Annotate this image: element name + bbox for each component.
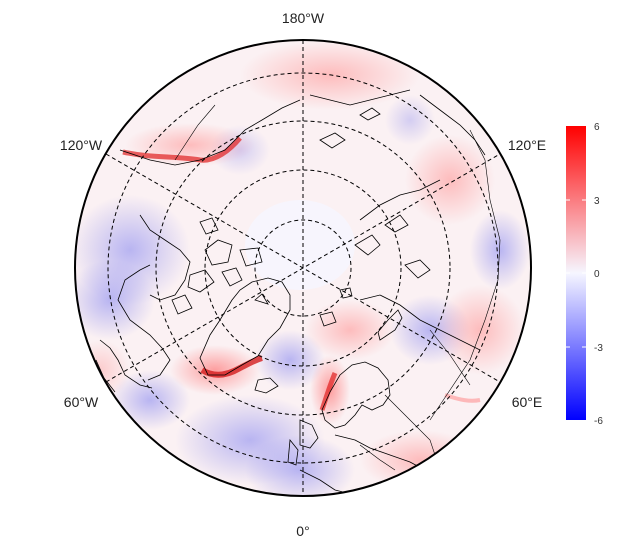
colorbar-tick-label: 0 bbox=[594, 269, 600, 280]
colorbar-gradient bbox=[566, 126, 586, 420]
label-120w: 120°W bbox=[60, 137, 103, 153]
graticule bbox=[105, 40, 501, 496]
latitude-circle-80 bbox=[254, 219, 352, 317]
label-120e: 120°E bbox=[508, 137, 546, 153]
latitude-circle-60 bbox=[155, 120, 451, 416]
latitude-circle-50 bbox=[107, 72, 499, 464]
colorbar-tick-label: 6 bbox=[594, 122, 600, 133]
colorbar-tick-label: -3 bbox=[594, 343, 603, 354]
label-0: 0° bbox=[296, 523, 309, 539]
anomaly-field bbox=[75, 40, 531, 496]
label-180w: 180°W bbox=[282, 10, 325, 26]
colorbar-tick-marks bbox=[566, 199, 586, 348]
label-60e: 60°E bbox=[512, 394, 543, 410]
colorbar-tick-label: 3 bbox=[594, 196, 600, 207]
label-60w: 60°W bbox=[64, 394, 99, 410]
colorbar-tick-label: -6 bbox=[594, 416, 603, 427]
longitude-labels: 180°W 120°W 120°E 60°W 60°E 0° bbox=[60, 10, 546, 539]
colorbar: 6 3 0 -3 -6 bbox=[566, 122, 603, 427]
coastlines bbox=[95, 89, 486, 496]
latitude-circle-70 bbox=[204, 169, 402, 367]
map-border bbox=[74, 39, 532, 497]
meridian-60w-120e bbox=[105, 153, 501, 383]
colorbar-tick-labels: 6 3 0 -3 -6 bbox=[594, 122, 603, 427]
